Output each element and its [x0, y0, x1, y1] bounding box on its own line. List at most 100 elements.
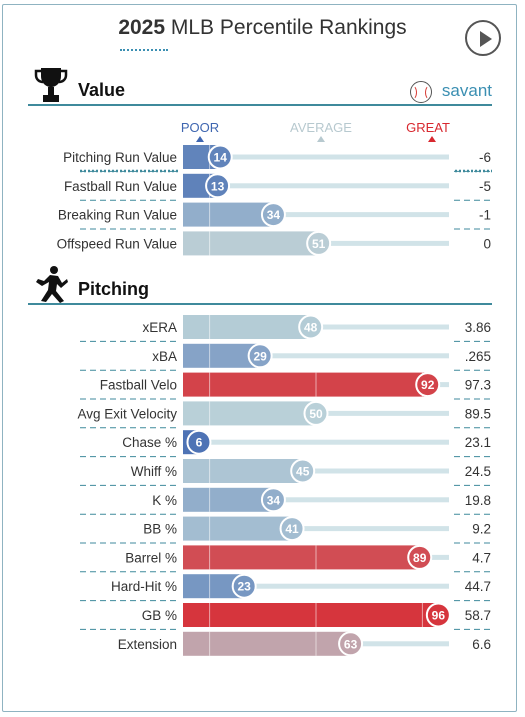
stat-value: 3.86	[465, 320, 491, 335]
percentile-badge-value: 63	[344, 637, 358, 651]
savant-brand[interactable]: savant	[441, 81, 492, 100]
stat-value: 4.7	[472, 550, 491, 565]
value-section-title: Value	[78, 80, 126, 100]
percentile-row: Pitching Run Value 14 -6	[63, 144, 492, 172]
percentile-row: K % 34 19.8	[80, 487, 492, 515]
trophy-icon	[34, 68, 68, 102]
percentile-badge-value: 29	[253, 349, 267, 363]
percentile-row: Chase % 6 23.1	[80, 429, 492, 458]
stat-value: -6	[479, 150, 491, 165]
value-section-header: Value savant	[28, 66, 492, 106]
row-label: Whiff %	[131, 464, 177, 479]
percentile-row: Extension 63 6.6	[118, 631, 491, 657]
percentile-track	[183, 468, 449, 474]
percentile-track	[183, 526, 449, 532]
percentile-bar	[183, 401, 316, 426]
stat-value: -1	[479, 208, 491, 223]
scale-average-label: AVERAGE	[290, 120, 352, 135]
percentile-badge-value: 48	[304, 321, 318, 335]
stat-value: 89.5	[465, 406, 491, 421]
percentile-bar	[183, 545, 420, 570]
value-section-rule	[28, 104, 492, 106]
stat-value: 58.7	[465, 608, 491, 623]
percentile-badge-value: 41	[285, 522, 299, 536]
row-label: GB %	[142, 608, 177, 623]
percentile-track	[183, 497, 449, 503]
percentile-badge	[290, 458, 316, 484]
row-label: Avg Exit Velocity	[77, 406, 177, 421]
percentile-row: BB % 41 9.2	[80, 516, 492, 544]
row-label: xBA	[152, 349, 177, 364]
stat-value: -5	[479, 179, 491, 194]
percentile-bar	[183, 631, 351, 656]
row-label: Barrel %	[125, 550, 177, 565]
percentile-row: Fastball Run Value 13 -5	[64, 173, 492, 201]
row-label: Breaking Run Value	[58, 208, 177, 223]
scale-poor-label: POOR	[180, 120, 220, 135]
percentile-row: Hard-Hit % 23 44.7	[80, 573, 492, 602]
percentile-track	[183, 212, 449, 218]
title-year: 2025	[118, 16, 166, 39]
percentile-badge-value: 96	[432, 609, 446, 623]
percentile-badge	[306, 230, 332, 256]
percentile-badge	[425, 602, 451, 628]
stat-value: 44.7	[465, 579, 491, 594]
page-title: 2025 MLB Percentile Rankings	[0, 16, 525, 40]
percentile-badge-value: 45	[296, 465, 310, 479]
percentile-badge	[279, 516, 305, 542]
percentile-row: Breaking Run Value 34 -1	[58, 202, 492, 230]
pitcher-icon	[36, 266, 68, 303]
percentile-badge	[247, 343, 273, 369]
row-label: Extension	[118, 637, 177, 652]
stat-value: 19.8	[465, 493, 491, 508]
percentile-row: Avg Exit Velocity 50 89.5	[77, 400, 492, 429]
percentile-row: GB % 96 58.7	[80, 602, 492, 630]
row-label: Fastball Velo	[100, 378, 177, 393]
row-label: BB %	[143, 522, 177, 537]
percentile-badge	[207, 144, 233, 170]
percentile-badge-value: 92	[421, 378, 435, 392]
pitching-section-rule	[28, 303, 492, 305]
percentile-track	[183, 154, 449, 160]
percentile-track	[183, 183, 449, 189]
baseball-icon	[410, 81, 432, 103]
percentile-badge-value: 6	[196, 436, 203, 450]
stat-value: 23.1	[465, 435, 491, 450]
title-underline	[120, 49, 168, 51]
percentile-badge-value: 51	[312, 237, 326, 251]
percentile-badge-value: 14	[214, 151, 228, 165]
percentile-track	[183, 353, 449, 359]
row-label: Hard-Hit %	[111, 579, 177, 594]
percentile-badge	[260, 202, 286, 228]
scale-average-marker	[317, 136, 325, 142]
percentile-badge-value: 13	[211, 179, 225, 193]
percentile-row: Fastball Velo 92 97.3	[80, 372, 492, 400]
row-label: Chase %	[122, 435, 177, 450]
percentile-badge	[260, 487, 286, 513]
scale-great-marker	[428, 136, 436, 142]
percentile-badge-value: 34	[267, 493, 281, 507]
percentile-bar	[183, 516, 293, 541]
percentile-badge-value: 89	[413, 551, 427, 565]
title-text: MLB Percentile Rankings	[165, 16, 407, 39]
scale-poor-marker	[196, 136, 204, 142]
percentile-row: Whiff % 45 24.5	[80, 458, 492, 486]
stat-value: 97.3	[465, 378, 491, 393]
percentile-badge	[231, 573, 257, 599]
pitching-section-title: Pitching	[78, 279, 149, 299]
percentile-badge	[415, 372, 441, 398]
percentile-bar	[183, 487, 274, 512]
percentile-row: Barrel % 89 4.7	[80, 544, 492, 573]
play-icon[interactable]	[465, 20, 501, 56]
row-label: xERA	[142, 320, 177, 335]
stat-value: 24.5	[465, 464, 491, 479]
percentile-track	[183, 439, 449, 445]
percentile-badge	[303, 400, 329, 426]
row-label: Pitching Run Value	[63, 150, 177, 165]
percentile-bar	[183, 202, 274, 227]
percentile-badge	[186, 429, 212, 455]
stat-value: .265	[465, 349, 491, 364]
pitching-section-header: Pitching	[28, 265, 492, 305]
percentile-badge	[338, 631, 364, 657]
